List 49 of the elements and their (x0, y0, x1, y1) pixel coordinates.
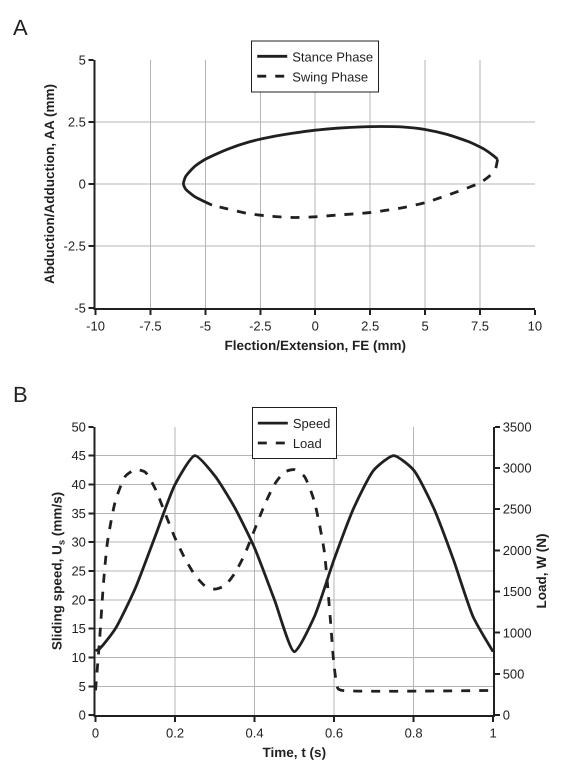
x-tick-label: 0.4 (246, 726, 264, 741)
y-tick-label: 15 (71, 621, 86, 636)
x-tick-label: 0 (92, 726, 100, 741)
chart-title: B (13, 382, 28, 407)
x-tick-label: -10 (86, 318, 105, 334)
x-tick-label: 10 (528, 318, 542, 334)
x-tick-label: 5 (421, 318, 429, 334)
x-tick-label: -2.5 (249, 318, 272, 334)
x-axis-title: Time, t (s) (262, 745, 326, 760)
y-tick-label: 35 (71, 506, 86, 521)
x-tick-label: 2.5 (361, 318, 380, 334)
y-tick-label: 30 (71, 534, 86, 550)
y2-tick-label: 3000 (502, 460, 532, 476)
y-tick-label: -5 (74, 300, 86, 316)
y-tick-label: -2.5 (64, 238, 86, 254)
y2-tick-label: 1000 (502, 625, 532, 640)
y2-axis-title: Load, W (N) (534, 533, 550, 608)
y-tick-label: 2.5 (68, 114, 86, 130)
y2-tick-label: 0 (502, 708, 510, 723)
x-axis-title: Flection/Extension, FE (mm) (224, 338, 406, 354)
y-tick-label: 50 (71, 419, 86, 434)
y2-tick-label: 1500 (502, 584, 532, 600)
y-tick-label: 5 (78, 52, 86, 68)
y2-tick-label: 2000 (502, 542, 532, 558)
legend-label: Stance Phase (292, 49, 374, 64)
x-tick-label: -5 (200, 318, 212, 334)
x-tick-label: 0 (312, 318, 319, 334)
y-tick-label: 0 (78, 708, 86, 723)
y-tick-label: 45 (71, 448, 86, 464)
y2-tick-label: 3500 (502, 419, 532, 434)
y-tick-label: 40 (71, 477, 86, 492)
legend-label: Load (292, 436, 322, 452)
y-tick-label: 20 (71, 592, 86, 608)
y2-tick-label: 500 (502, 666, 524, 682)
y2-tick-label: 2500 (502, 502, 532, 517)
y-tick-label: 0 (78, 176, 86, 192)
y-axis-title: Abduction/Adduction, AA (mm) (42, 84, 57, 284)
legend-label: Swing Phase (292, 69, 368, 84)
x-tick-label: 0.8 (404, 726, 423, 741)
x-tick-label: 1 (490, 726, 497, 741)
y-tick-label: 10 (71, 650, 86, 666)
y-tick-label: 25 (71, 564, 86, 579)
x-tick-label: -7.5 (139, 318, 162, 334)
x-tick-label: 0.2 (166, 726, 184, 741)
legend-label: Speed (292, 416, 330, 432)
x-tick-label: 7.5 (470, 318, 490, 334)
y-tick-label: 5 (78, 678, 86, 694)
chart-title: A (13, 15, 28, 40)
x-tick-label: 0.6 (325, 726, 344, 741)
